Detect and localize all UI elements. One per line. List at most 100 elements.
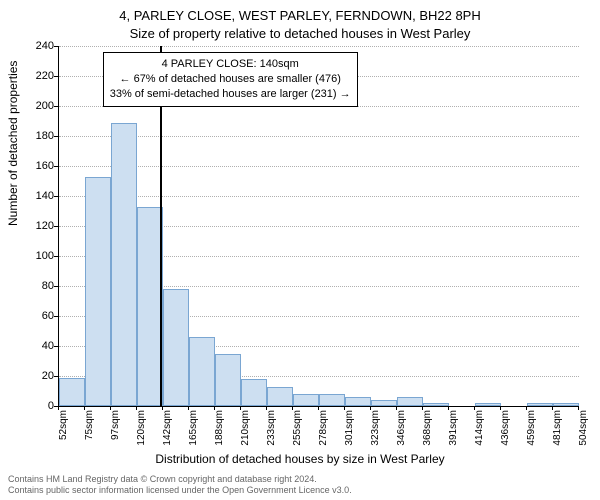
y-tick-label: 0 <box>14 400 54 412</box>
x-tick-mark <box>500 406 501 410</box>
x-tick-mark <box>136 406 137 410</box>
y-tick-label: 80 <box>14 280 54 292</box>
x-tick-mark <box>58 406 59 410</box>
y-tick-label: 140 <box>14 190 54 202</box>
chart-subtitle: Size of property relative to detached ho… <box>0 26 600 41</box>
annotation-line2: ← 67% of detached houses are smaller (47… <box>110 72 351 87</box>
x-tick-mark <box>240 406 241 410</box>
x-tick-mark <box>448 406 449 410</box>
histogram-bar <box>475 403 501 406</box>
property-size-chart: 4, PARLEY CLOSE, WEST PARLEY, FERNDOWN, … <box>0 0 600 500</box>
x-tick-label: 97sqm <box>110 410 121 460</box>
histogram-bar <box>137 207 163 407</box>
x-tick-label: 436sqm <box>500 410 511 460</box>
x-tick-label: 188sqm <box>214 410 225 460</box>
x-tick-label: 75sqm <box>84 410 95 460</box>
annotation-line1: 4 PARLEY CLOSE: 140sqm <box>110 57 351 72</box>
x-tick-mark <box>344 406 345 410</box>
histogram-bar <box>371 400 397 406</box>
y-tick-mark <box>54 106 58 107</box>
footer-attribution: Contains HM Land Registry data © Crown c… <box>8 474 352 497</box>
footer-line2: Contains public sector information licen… <box>8 485 352 496</box>
histogram-bar <box>163 289 189 406</box>
x-tick-mark <box>84 406 85 410</box>
x-tick-mark <box>162 406 163 410</box>
y-tick-mark <box>54 46 58 47</box>
x-tick-label: 142sqm <box>162 410 173 460</box>
x-tick-mark <box>266 406 267 410</box>
x-tick-label: 391sqm <box>448 410 459 460</box>
x-tick-label: 414sqm <box>474 410 485 460</box>
x-tick-mark <box>292 406 293 410</box>
histogram-bar <box>423 403 449 406</box>
x-tick-label: 233sqm <box>266 410 277 460</box>
histogram-bar <box>397 397 423 406</box>
x-tick-mark <box>318 406 319 410</box>
y-tick-label: 240 <box>14 40 54 52</box>
y-tick-mark <box>54 166 58 167</box>
histogram-bar <box>85 177 111 407</box>
y-tick-mark <box>54 346 58 347</box>
y-tick-label: 60 <box>14 310 54 322</box>
x-tick-mark <box>422 406 423 410</box>
x-tick-mark <box>474 406 475 410</box>
x-tick-label: 346sqm <box>396 410 407 460</box>
y-gridline <box>59 136 579 137</box>
y-tick-label: 160 <box>14 160 54 172</box>
x-tick-label: 504sqm <box>578 410 589 460</box>
x-tick-label: 278sqm <box>318 410 329 460</box>
x-tick-label: 210sqm <box>240 410 251 460</box>
y-tick-label: 200 <box>14 100 54 112</box>
histogram-bar <box>267 387 293 407</box>
annotation-line3: 33% of semi-detached houses are larger (… <box>110 87 351 102</box>
y-tick-mark <box>54 286 58 287</box>
histogram-bar <box>241 379 267 406</box>
y-tick-mark <box>54 196 58 197</box>
x-tick-label: 459sqm <box>526 410 537 460</box>
y-tick-label: 100 <box>14 250 54 262</box>
histogram-bar <box>319 394 345 406</box>
y-tick-mark <box>54 76 58 77</box>
x-tick-mark <box>110 406 111 410</box>
y-tick-label: 120 <box>14 220 54 232</box>
histogram-bar <box>293 394 319 406</box>
histogram-bar <box>553 403 579 406</box>
x-tick-mark <box>214 406 215 410</box>
histogram-bar <box>189 337 215 406</box>
y-tick-label: 20 <box>14 370 54 382</box>
chart-title-address: 4, PARLEY CLOSE, WEST PARLEY, FERNDOWN, … <box>0 8 600 23</box>
y-tick-label: 220 <box>14 70 54 82</box>
x-tick-label: 368sqm <box>422 410 433 460</box>
y-gridline <box>59 196 579 197</box>
y-tick-label: 180 <box>14 130 54 142</box>
annotation-box: 4 PARLEY CLOSE: 140sqm← 67% of detached … <box>103 52 358 107</box>
histogram-bar <box>59 378 85 407</box>
y-tick-mark <box>54 256 58 257</box>
x-tick-mark <box>396 406 397 410</box>
x-tick-label: 165sqm <box>188 410 199 460</box>
histogram-bar <box>215 354 241 407</box>
y-tick-label: 40 <box>14 340 54 352</box>
x-tick-mark <box>552 406 553 410</box>
x-tick-label: 255sqm <box>292 410 303 460</box>
y-tick-mark <box>54 226 58 227</box>
histogram-bar <box>111 123 137 407</box>
x-tick-mark <box>370 406 371 410</box>
y-tick-mark <box>54 136 58 137</box>
histogram-bar <box>345 397 371 406</box>
x-tick-mark <box>526 406 527 410</box>
histogram-bar <box>527 403 553 406</box>
x-tick-label: 481sqm <box>552 410 563 460</box>
x-tick-label: 323sqm <box>370 410 381 460</box>
x-tick-mark <box>578 406 579 410</box>
plot-area: 4 PARLEY CLOSE: 140sqm← 67% of detached … <box>58 46 579 407</box>
y-gridline <box>59 46 579 47</box>
x-tick-label: 52sqm <box>58 410 69 460</box>
y-gridline <box>59 166 579 167</box>
y-tick-mark <box>54 316 58 317</box>
footer-line1: Contains HM Land Registry data © Crown c… <box>8 474 352 485</box>
x-tick-mark <box>188 406 189 410</box>
y-tick-mark <box>54 376 58 377</box>
x-tick-label: 120sqm <box>136 410 147 460</box>
x-tick-label: 301sqm <box>344 410 355 460</box>
